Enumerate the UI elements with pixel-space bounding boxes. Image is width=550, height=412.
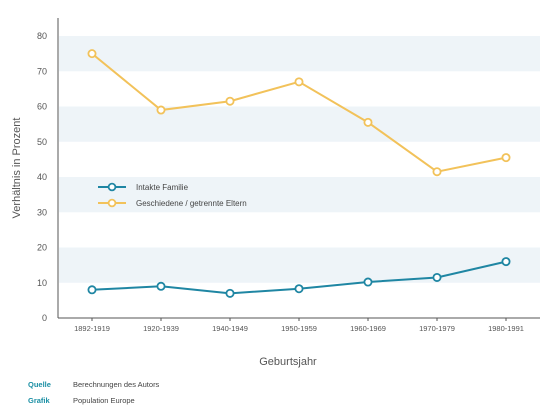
- legend: Intakte Familie Geschiedene / getrennte E…: [98, 182, 247, 208]
- y-tick-label: 70: [37, 66, 47, 76]
- x-axis-title: Geburtsjahr: [259, 356, 317, 368]
- series-points: [87, 49, 511, 298]
- x-tick-label: 1970-1979: [419, 324, 455, 333]
- data-point: [294, 77, 304, 87]
- data-point: [432, 272, 442, 282]
- data-point: [363, 277, 373, 287]
- data-point: [156, 281, 166, 291]
- y-tick-label: 50: [37, 137, 47, 147]
- legend-swatch-marker: [107, 182, 117, 192]
- y-tick-label: 40: [37, 172, 47, 182]
- grid-band: [59, 177, 540, 213]
- data-point: [225, 96, 235, 106]
- x-tick-label: 1892-1919: [74, 324, 110, 333]
- y-tick-label: 10: [37, 278, 47, 288]
- grid-band: [59, 36, 540, 72]
- background-bands: [59, 36, 540, 283]
- data-point: [294, 284, 304, 294]
- x-tick-label: 1980-1991: [488, 324, 524, 333]
- x-tick-label: 1920-1939: [143, 324, 179, 333]
- data-point: [501, 153, 511, 163]
- x-tick-label: 1950-1959: [281, 324, 317, 333]
- grid-band: [59, 106, 540, 142]
- legend-label: Geschiedene / getrennte Eltern: [136, 199, 247, 208]
- x-tick-labels: 1892-1919 1920-1939 1940-1949 1950-1959 1960…: [74, 318, 524, 333]
- grid-band: [59, 247, 540, 283]
- y-tick-label: 80: [37, 31, 47, 41]
- data-point: [432, 167, 442, 177]
- graphic-label: Grafik: [28, 396, 50, 405]
- y-axis-title: Verhältnis in Prozent: [11, 118, 23, 219]
- data-point: [363, 117, 373, 127]
- x-tick-label: 1960-1969: [350, 324, 386, 333]
- legend-swatch-marker: [107, 198, 117, 208]
- x-tick-label: 1940-1949: [212, 324, 248, 333]
- data-point: [87, 285, 97, 295]
- y-tick-label: 60: [37, 102, 47, 112]
- footer-source: Quelle Berechnungen des Autors: [28, 378, 159, 391]
- y-tick-label: 0: [42, 313, 47, 323]
- source-label: Quelle: [28, 380, 51, 389]
- data-point: [225, 288, 235, 298]
- source-value: Berechnungen des Autors: [73, 380, 160, 389]
- graphic-value: Population Europe: [73, 396, 135, 405]
- y-tick-labels: 0 10 20 30 40 50 60 70 80: [37, 31, 47, 323]
- y-tick-label: 30: [37, 207, 47, 217]
- data-point: [156, 105, 166, 115]
- data-point: [87, 49, 97, 59]
- footer-graphic: Grafik Population Europe: [28, 394, 135, 407]
- legend-label: Intakte Familie: [136, 183, 189, 192]
- data-point: [501, 257, 511, 267]
- y-tick-label: 20: [37, 243, 47, 253]
